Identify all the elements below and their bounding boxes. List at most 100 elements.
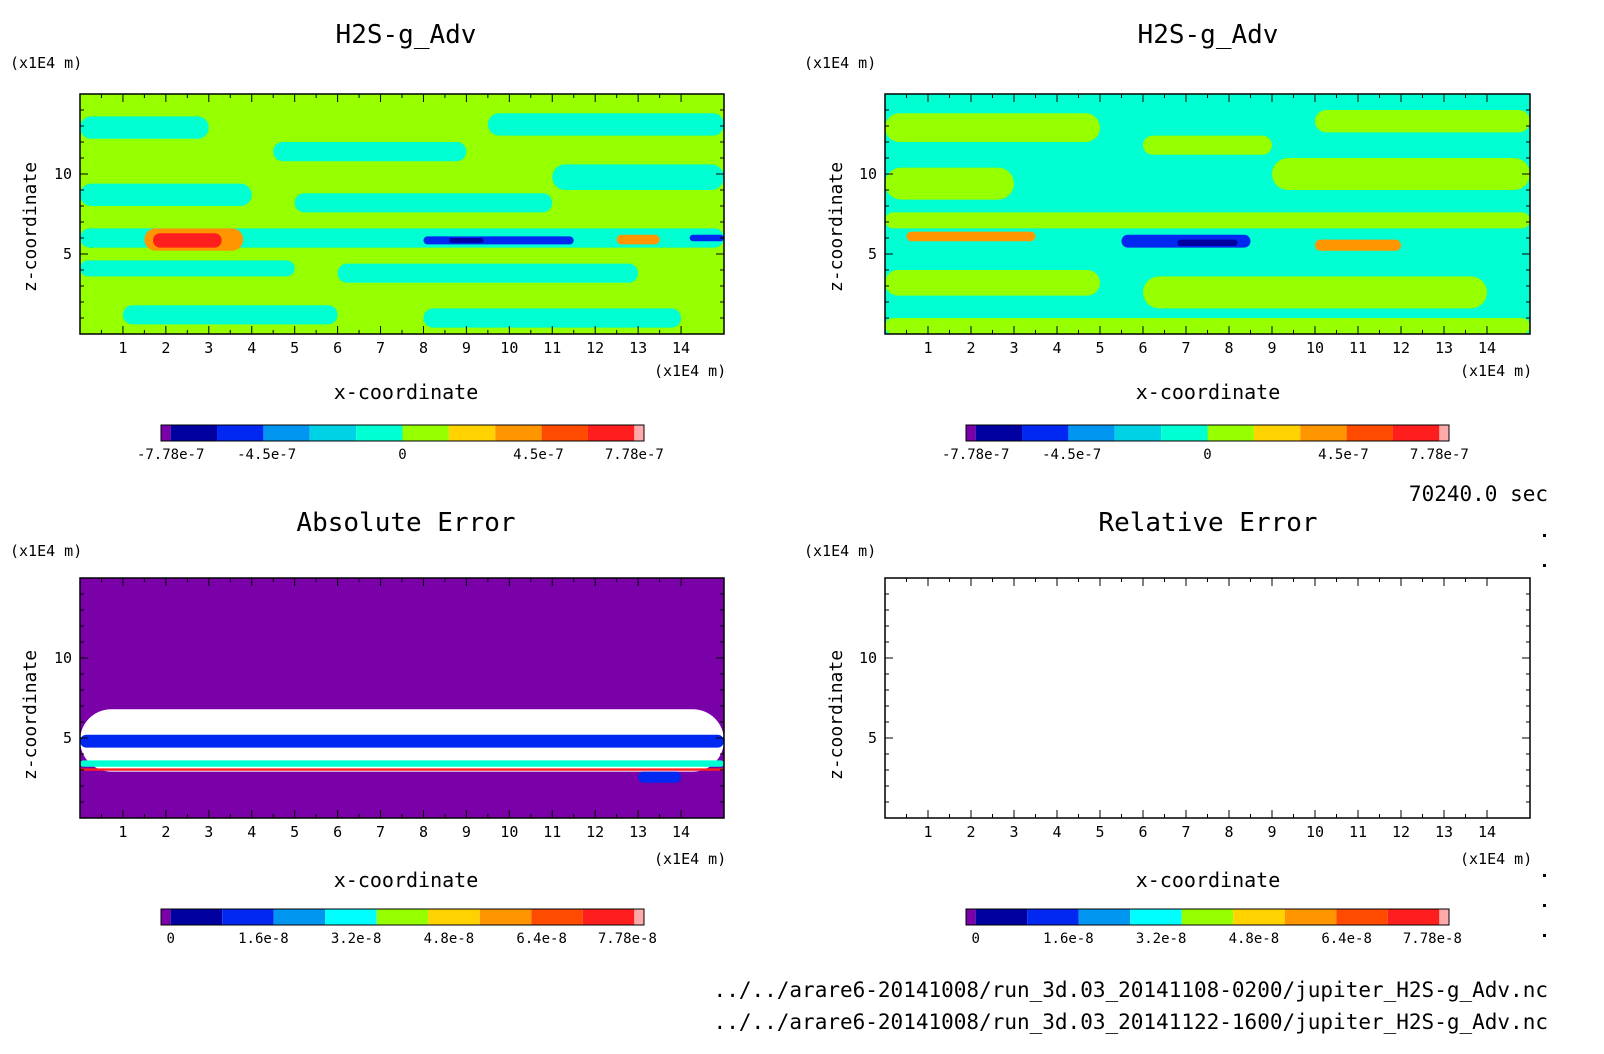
marker-dot	[1543, 874, 1546, 877]
x-tick-label: 2	[966, 823, 975, 841]
panel-4-y-label: z-coordinate	[826, 649, 847, 780]
x-tick-label: 1	[923, 339, 932, 357]
colorbar-swatch	[1027, 909, 1079, 925]
colorbar-swatch	[428, 909, 480, 925]
colorbar-tick-label: -7.78e-7	[942, 447, 1009, 463]
colorbar-swatch	[309, 425, 357, 441]
contour-region	[423, 308, 682, 328]
panel-2-title: H2S-g_Adv	[1137, 20, 1279, 50]
colorbar-swatch	[1233, 909, 1285, 925]
x-tick-label: 3	[1009, 339, 1018, 357]
x-tick-label: 7	[376, 823, 385, 841]
contour-region	[1143, 276, 1487, 309]
colorbar-swatch	[1300, 425, 1347, 441]
colorbar-frame	[965, 908, 1450, 926]
colorbar-tick-label: 6.4e-8	[1321, 931, 1372, 947]
colorbar-swatch	[1161, 425, 1208, 441]
colorbar-tick-label: 3.2e-8	[331, 931, 382, 947]
x-tick-label: 8	[419, 823, 428, 841]
x-tick-label: 14	[672, 339, 690, 357]
panel-1-y-label: z-coordinate	[20, 161, 41, 292]
colorbar-frame	[965, 424, 1450, 442]
y-tick-label: 10	[54, 649, 72, 667]
contour-region	[423, 236, 574, 245]
y-tick-label: 5	[868, 245, 877, 263]
contour-region	[152, 233, 222, 248]
x-tick-label: 4	[247, 823, 256, 841]
marker-dot	[1543, 904, 1546, 907]
x-tick-label: 13	[629, 823, 647, 841]
colorbar-swatch	[1284, 909, 1337, 925]
x-tick-label: 3	[1009, 823, 1018, 841]
x-tick-label: 6	[333, 339, 342, 357]
colorbar-tick-label: -7.78e-7	[137, 447, 204, 463]
colorbar-swatch	[1181, 909, 1234, 925]
colorbar-swatch	[1078, 909, 1131, 925]
panel-2-x-label: x-coordinate	[1135, 380, 1281, 404]
colorbar-swatch	[1207, 425, 1254, 441]
colorbar-swatch	[263, 425, 310, 441]
x-tick-label: 10	[1306, 823, 1324, 841]
contour-region	[80, 768, 724, 771]
x-tick-label: 1	[923, 823, 932, 841]
colorbar-swatch	[1346, 425, 1393, 441]
colorbar-swatch	[1439, 425, 1449, 441]
x-tick-label: 11	[1349, 339, 1367, 357]
panel-3-x-unit: (x1E4 m)	[654, 850, 727, 868]
contour-region	[885, 270, 1100, 296]
panel-3-x-label: x-coordinate	[333, 868, 479, 892]
colorbar-tick-label: -4.5e-7	[237, 447, 296, 463]
colorbar-swatch	[1114, 425, 1162, 441]
y-tick-label: 10	[54, 165, 72, 183]
x-tick-label: 12	[1392, 339, 1410, 357]
y-tick-label: 5	[63, 729, 72, 747]
colorbar-swatch	[170, 425, 218, 441]
colorbar-tick-label: 4.5e-7	[513, 447, 564, 463]
colorbar-frame	[160, 424, 645, 442]
x-tick-label: 10	[500, 823, 518, 841]
panel-4-x-label: x-coordinate	[1135, 868, 1281, 892]
panel-2-y-unit: (x1E4 m)	[804, 54, 877, 72]
contour-region	[885, 318, 1530, 334]
colorbar-swatch	[1392, 425, 1440, 441]
field-3	[80, 578, 724, 818]
x-tick-label: 5	[290, 823, 299, 841]
x-tick-label: 8	[1224, 823, 1233, 841]
x-tick-label: 4	[247, 339, 256, 357]
panel-4-y-unit: (x1E4 m)	[804, 542, 877, 560]
colorbar-swatch	[975, 425, 1023, 441]
x-tick-label: 8	[1224, 339, 1233, 357]
panel-3-title: Absolute Error	[296, 508, 516, 538]
colorbar-swatch	[1130, 909, 1182, 925]
contour-region	[294, 193, 553, 213]
contour-region	[80, 183, 252, 206]
colorbar-swatch	[634, 425, 644, 441]
contour-region	[1143, 135, 1272, 155]
colorbar-swatch	[356, 425, 403, 441]
contour-region	[638, 771, 682, 783]
panel-3-y-unit: (x1E4 m)	[10, 542, 83, 560]
colorbar-tick-label: 7.78e-8	[598, 931, 657, 947]
contour-region	[273, 142, 467, 162]
colorbar-swatch	[966, 909, 976, 925]
panel-4-title: Relative Error	[1098, 508, 1318, 538]
contour-region	[449, 238, 484, 243]
x-tick-label: 14	[1478, 339, 1496, 357]
contour-region	[1315, 110, 1530, 133]
x-tick-label: 12	[586, 823, 604, 841]
colorbar-tick-label: 0	[971, 931, 979, 947]
colorbar-swatch	[161, 425, 171, 441]
x-tick-label: 3	[204, 823, 213, 841]
contour-region	[906, 231, 1036, 242]
contour-region	[80, 760, 724, 767]
y-tick-label: 5	[868, 729, 877, 747]
x-tick-label: 4	[1052, 339, 1061, 357]
panel-1-x-label: x-coordinate	[333, 380, 479, 404]
colorbar-swatch	[479, 909, 532, 925]
x-tick-label: 1	[118, 823, 127, 841]
y-tick-label: 10	[859, 649, 877, 667]
panel-3-y-label: z-coordinate	[20, 649, 41, 780]
colorbar-swatch	[1387, 909, 1440, 925]
